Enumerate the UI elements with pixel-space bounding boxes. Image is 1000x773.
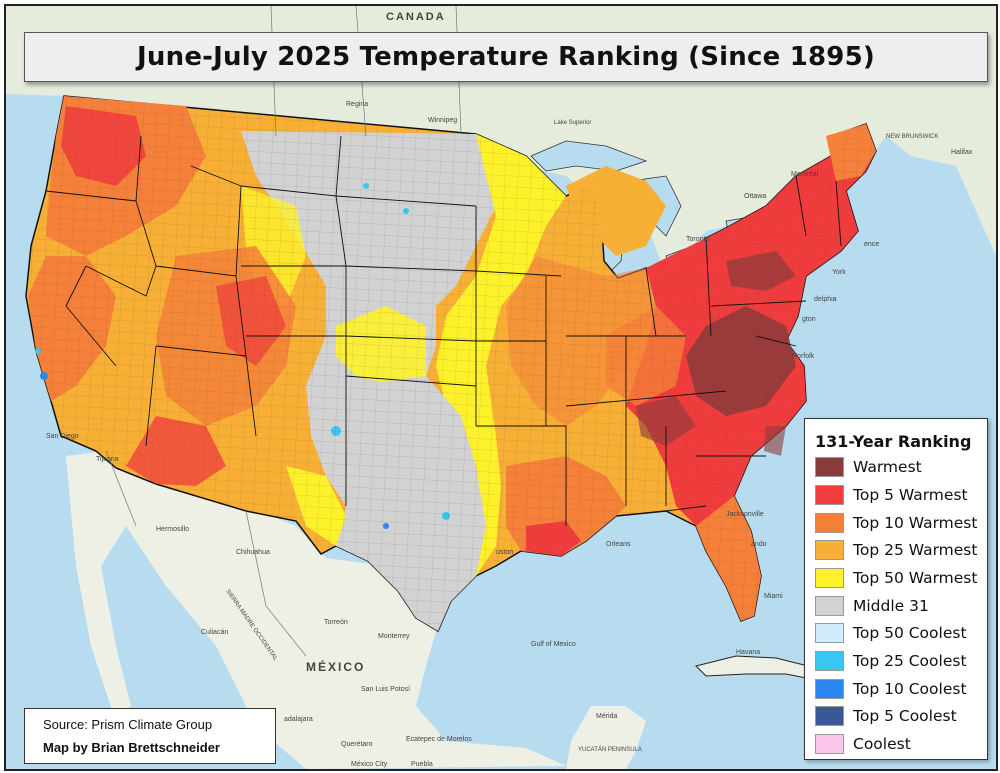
legend-label: Top 10 Warmest <box>853 514 978 532</box>
legend-swatch <box>815 568 844 588</box>
legend-label: Top 50 Warmest <box>853 569 978 587</box>
label-canada: CANADA <box>386 11 446 23</box>
label-regina: Regina <box>346 101 368 108</box>
label-mexico: MÉXICO <box>306 659 365 674</box>
label-san-diego: San Diego <box>46 433 79 440</box>
legend-label: Top 5 Coolest <box>853 707 957 725</box>
label-guadalajara: adalajara <box>284 716 313 723</box>
legend-item-top10-coolest: Top 10 Coolest <box>815 679 967 699</box>
credit-box: Source: Prism Climate Group Map by Brian… <box>24 708 276 764</box>
temperature-ranking-map[interactable]: CANADA MÉXICO Regina Winnipeg Montréal O… <box>6 6 996 769</box>
legend-swatch <box>815 651 844 671</box>
label-providence: ence <box>864 241 879 248</box>
legend-label: Top 25 Warmest <box>853 541 978 559</box>
label-halifax: Halifax <box>951 149 973 156</box>
label-queretaro: Querétaro <box>341 741 373 748</box>
label-ecatepec: Ecatepec de Morelos <box>406 736 472 743</box>
legend-label: Warmest <box>853 458 922 476</box>
legend-item-top25-warmest: Top 25 Warmest <box>815 540 977 560</box>
legend-swatch <box>815 706 844 726</box>
legend-item-middle31: Middle 31 <box>815 596 929 616</box>
label-new-orleans: Orleans <box>606 541 631 548</box>
label-lake-superior: Lake Superior <box>554 120 591 126</box>
label-new-brunswick: NEW BRUNSWICK <box>886 134 938 140</box>
label-washington: gton <box>802 316 816 323</box>
author-credit: Map by Brian Brettschneider <box>43 740 220 755</box>
mexico-land <box>66 451 566 769</box>
label-merida: Mérida <box>596 713 618 720</box>
legend-item-top5-coolest: Top 5 Coolest <box>815 706 957 726</box>
label-jacksonville: Jacksonville <box>726 511 764 518</box>
map-title-box: June-July 2025 Temperature Ranking (Sinc… <box>24 32 988 82</box>
label-havana: Havana <box>736 649 760 656</box>
label-miami: Miami <box>764 593 783 600</box>
legend-title: 131-Year Ranking <box>815 432 972 451</box>
legend-swatch <box>815 596 844 616</box>
map-title: June-July 2025 Temperature Ranking (Sinc… <box>137 42 875 72</box>
legend-swatch <box>815 734 844 754</box>
source-credit: Source: Prism Climate Group <box>43 717 213 732</box>
state-borders <box>45 135 842 526</box>
label-mexico-city: México City <box>351 761 388 768</box>
legend-item-top50-coolest: Top 50 Coolest <box>815 623 967 643</box>
legend-item-top25-coolest: Top 25 Coolest <box>815 651 967 671</box>
legend-item-top10-warmest: Top 10 Warmest <box>815 513 977 533</box>
legend-label: Top 5 Warmest <box>853 486 968 504</box>
legend-label: Top 10 Coolest <box>853 680 967 698</box>
label-gulf-of-mexico: Gulf of Mexico <box>531 641 576 648</box>
legend-label: Top 25 Coolest <box>853 652 967 670</box>
legend-swatch <box>815 623 844 643</box>
legend-label: Middle 31 <box>853 597 929 615</box>
legend-item-top5-warmest: Top 5 Warmest <box>815 485 968 505</box>
label-toronto: Toronto <box>686 236 709 243</box>
legend-item-warmest: Warmest <box>815 457 922 477</box>
legend-swatch <box>815 457 844 477</box>
label-norfolk: Norfolk <box>792 353 815 360</box>
label-tijuana: Tijuana <box>96 456 119 463</box>
label-culiacan: Culiacán <box>201 629 228 636</box>
label-san-luis-potosi: San Luis Potosí <box>361 686 410 693</box>
legend: 131-Year Ranking Warmest Top 5 Warmest T… <box>804 418 988 760</box>
label-philadelphia: delphia <box>814 296 837 303</box>
label-montreal: Montréal <box>791 171 819 178</box>
map-frame: CANADA MÉXICO Regina Winnipeg Montréal O… <box>4 4 998 771</box>
label-ottawa: Ottawa <box>744 193 766 200</box>
label-winnipeg: Winnipeg <box>428 117 457 124</box>
label-chihuahua: Chihuahua <box>236 549 270 556</box>
label-houston: uston <box>496 549 513 556</box>
legend-label: Top 50 Coolest <box>853 624 967 642</box>
label-puebla: Puebla <box>411 761 433 768</box>
label-monterrey: Monterrey <box>378 633 410 640</box>
label-yucatan: YUCATÁN PENINSULA <box>578 746 642 753</box>
label-hermosillo: Hermosillo <box>156 526 189 533</box>
legend-label: Coolest <box>853 735 911 753</box>
legend-swatch <box>815 540 844 560</box>
label-new-york: York <box>832 269 846 276</box>
legend-swatch <box>815 485 844 505</box>
label-orlando: ando <box>751 541 767 548</box>
label-torreon: Torreón <box>324 619 348 626</box>
legend-swatch <box>815 513 844 533</box>
legend-item-coolest: Coolest <box>815 734 911 754</box>
yucatan-land <box>566 706 646 769</box>
legend-item-top50-warmest: Top 50 Warmest <box>815 568 977 588</box>
legend-swatch <box>815 679 844 699</box>
